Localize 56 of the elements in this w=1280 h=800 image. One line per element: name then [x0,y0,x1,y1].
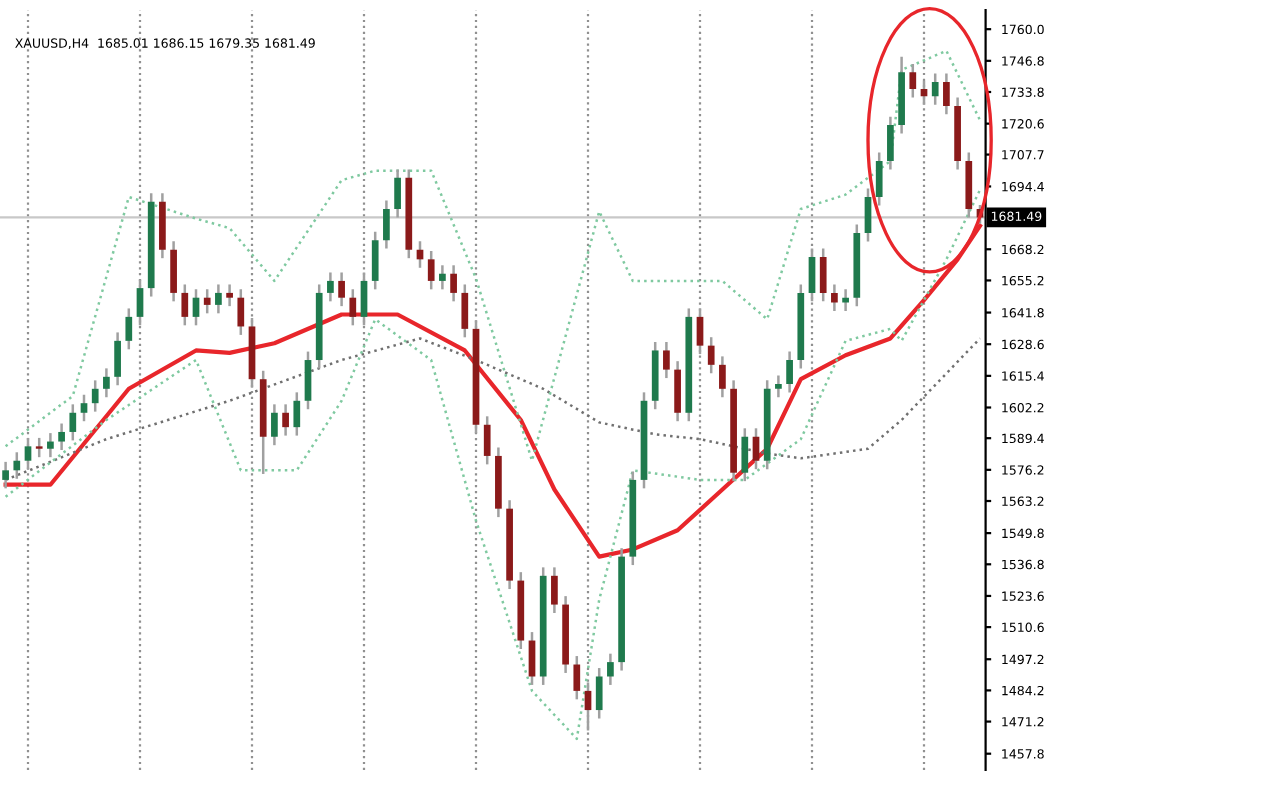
candlestick [271,404,278,446]
candlestick [707,337,715,374]
candlestick [215,284,222,314]
candlestick [103,368,110,398]
candlestick [237,289,245,335]
candlestick [47,433,54,458]
candlestick [674,361,681,422]
candlestick [461,284,469,338]
candlestick [170,241,177,302]
candlestick [943,73,950,115]
candlestick [607,653,614,685]
candlestick [450,265,457,302]
candlestick [114,332,121,386]
candlestick [394,169,401,218]
candlestick [887,116,894,170]
candlestick [91,380,99,412]
candlestick [741,428,749,482]
candlestick [24,437,32,470]
candlestick [226,284,233,307]
candlestick [69,404,77,441]
candlestick [965,152,973,218]
candlestick [786,351,793,393]
candlestick [304,351,312,410]
candlestick [349,289,357,326]
candlestick [338,272,345,307]
candlestick [136,279,144,326]
candlestick [13,452,21,479]
candlestick [719,356,726,398]
candlestick [125,308,133,350]
candlestick [775,375,782,398]
candlestick [909,63,917,98]
candlestick [58,423,65,450]
candlestick [327,272,334,302]
candlestick [80,394,88,422]
candlestick [573,656,581,700]
candlestick [551,567,558,614]
candlestick [371,231,379,290]
candlestick [181,284,189,326]
candlestick [203,289,211,314]
line-series [4,49,982,462]
candlestick [439,265,446,290]
candlestick [663,342,670,379]
candlestick [293,392,301,436]
candlestick [696,308,704,355]
candlestick [595,668,603,719]
line-series [4,188,982,741]
candlestick [931,73,939,105]
candlestick [819,248,827,302]
candlestick [831,284,838,311]
candlestick [483,416,491,465]
candlestick [383,200,390,249]
candlestick [427,250,435,290]
candlestick [2,461,9,489]
candlestick [875,152,883,206]
candlestick [282,404,289,436]
candlestick [159,193,166,259]
